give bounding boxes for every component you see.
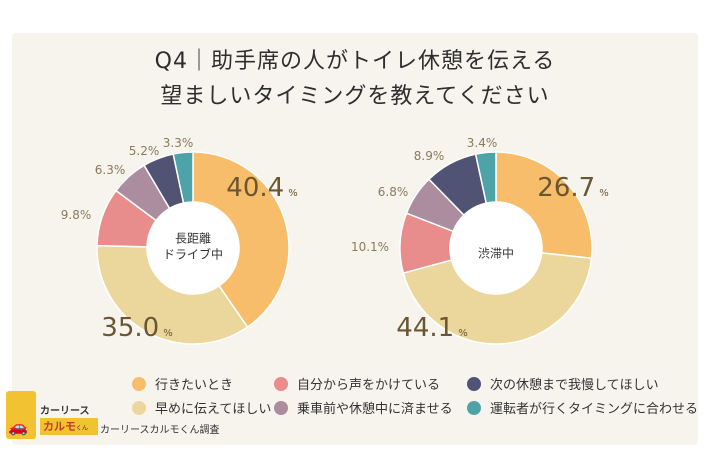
legend-swatch [467, 377, 481, 391]
donut-2-value-label-6: 3.4% [467, 136, 498, 150]
legend-item: 次の休憩まで我慢してほしい [467, 374, 659, 393]
legend-swatch [467, 401, 481, 415]
legend-label: 行きたいとき [155, 378, 234, 393]
donut-2-value-unit-1: % [599, 188, 609, 199]
donut-1-value-label-5: 5.2% [129, 144, 160, 158]
legend-label: 乗車前や休憩中に済ませる [297, 402, 453, 417]
logo-top-text: カーリース [40, 406, 90, 417]
donut-2-value-label-4: 6.8% [378, 185, 409, 199]
logo-badge [6, 391, 36, 439]
legend-swatch [274, 401, 288, 415]
legend-swatch [274, 377, 288, 391]
donut-1-value-label-3: 9.8% [61, 208, 92, 222]
donut-2-center [450, 202, 542, 294]
donut-1-value-label-4: 6.3% [95, 163, 126, 177]
legend-label: 運転者が行くタイミングに合わせる [490, 402, 699, 417]
car-icon: 🚗 [8, 417, 28, 436]
donut-1-value-unit-1: % [288, 188, 298, 199]
legend-label: 自分から声をかけている [297, 378, 441, 393]
donut-1-center [147, 202, 239, 294]
donut-2-value-label-3: 10.1% [351, 240, 389, 254]
donut-2-value-unit-2: % [458, 328, 468, 339]
legend-swatch [132, 377, 146, 391]
chart-title: Q4｜助手席の人がトイレ休憩を伝える 望ましいタイミングを教えてください [0, 44, 710, 114]
donut-1-value-label-1: 40.4% [226, 173, 297, 203]
title-line-2: 望ましいタイミングを教えてください [160, 84, 550, 109]
legend-item: 行きたいとき [132, 374, 233, 393]
title-line-1: Q4｜助手席の人がトイレ休憩を伝える [154, 49, 556, 74]
donut-1-center-label-1: 長距離 [175, 232, 211, 246]
legend-swatch [132, 401, 146, 415]
logo-bottom-text: カルモくん [40, 418, 98, 435]
legend-item: 運転者が行くタイミングに合わせる [467, 398, 698, 417]
donut-2-center-label-1: 渋滞中 [478, 246, 514, 261]
legend-item: 乗車前や休憩中に済ませる [274, 398, 453, 417]
legend-label: 早めに伝えてほしい [155, 402, 272, 417]
source-note: カーリースカルモくん調査 [100, 425, 220, 436]
legend-label: 次の休憩まで我慢してほしい [490, 378, 659, 393]
karumo-logo: 🚗 カーリース カルモくん [6, 391, 102, 443]
legend-item: 自分から声をかけている [274, 374, 440, 393]
donut-1-center-label-2: ドライブ中 [163, 247, 223, 262]
logo-suffix: くん [76, 425, 89, 432]
donut-1-value-unit-2: % [163, 328, 173, 339]
legend-item: 早めに伝えてほしい [132, 398, 271, 417]
logo-brand: カルモ [43, 420, 76, 433]
donut-2-value-label-5: 8.9% [414, 149, 445, 163]
donut-1-value-label-6: 3.3% [163, 136, 194, 150]
donut-2-value-label-1: 26.7% [537, 173, 608, 203]
